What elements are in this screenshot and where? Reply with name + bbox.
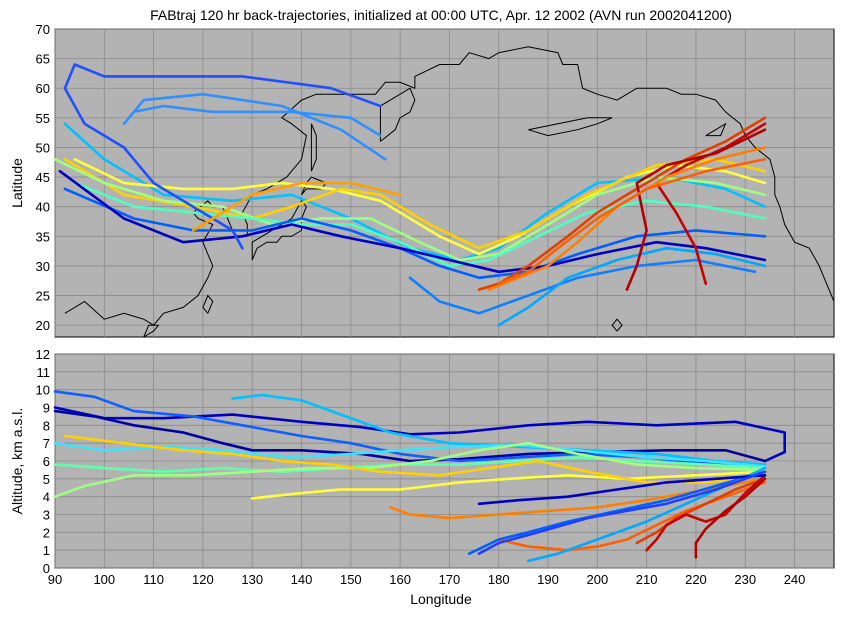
map-trajectory-line [63, 187, 767, 280]
map-trajectory-line [477, 116, 767, 291]
map-trajectory-line [487, 146, 767, 291]
x-tick-label: 170 [439, 572, 461, 587]
x-tick-label: 230 [734, 572, 756, 587]
altitude-trajectory-line [694, 477, 767, 559]
coastline [143, 324, 160, 338]
coastline [705, 122, 727, 137]
map-y-tick-label: 60 [36, 81, 50, 96]
map-trajectory-line [122, 92, 387, 161]
map-trajectory-line [63, 158, 767, 250]
map-y-tick-label: 35 [36, 229, 50, 244]
map-trajectory-line [63, 63, 382, 250]
altitude-y-tick-label: 4 [43, 490, 50, 505]
x-tick-label: 200 [586, 572, 608, 587]
map-panel: 20 25 30 35 40 45 50 55 60 65 70 Latitude [9, 22, 835, 338]
map-y-tick-label: 65 [36, 52, 50, 67]
altitude-trajectory-line [635, 477, 767, 545]
x-tick-label: 210 [636, 572, 658, 587]
x-tick-label: 190 [537, 572, 559, 587]
coastline [251, 199, 307, 261]
x-tick-labels: 90 100 110 120 130 140 150 160 170 180 190 200 210 22… [48, 572, 806, 587]
altitude-y-tick-label: 5 [43, 472, 50, 487]
map-y-axis-label: Latitude [9, 158, 25, 208]
coastline [310, 123, 317, 172]
map-trajectories [53, 63, 767, 327]
map-y-tick-label: 45 [36, 170, 50, 185]
map-y-tick-label: 40 [36, 200, 50, 215]
map-y-tick-label: 50 [36, 140, 50, 155]
map-y-tick-label: 55 [36, 111, 50, 126]
coastline [64, 46, 835, 326]
map-y-tick-label: 70 [36, 22, 50, 37]
x-tick-label: 90 [48, 572, 62, 587]
map-y-tick-label: 25 [36, 289, 50, 304]
map-trajectory-line [58, 169, 767, 274]
altitude-y-tick-label: 11 [37, 365, 51, 380]
map-y-tick-labels: 20 25 30 35 40 45 50 55 60 65 70 [36, 22, 50, 333]
x-tick-label: 220 [685, 572, 707, 587]
altitude-trajectory-line [477, 473, 767, 506]
x-tick-label: 100 [93, 572, 115, 587]
altitude-y-axis-label: Altitude, km a.s.l. [9, 408, 25, 515]
map-y-tick-label: 30 [36, 259, 50, 274]
map-trajectory-line [497, 158, 767, 286]
x-tick-label: 160 [389, 572, 411, 587]
altitude-trajectory-line [63, 434, 767, 484]
x-tick-label: 150 [340, 572, 362, 587]
altitude-y-tick-label: 7 [43, 436, 50, 451]
map-y-tick-label: 20 [36, 318, 50, 333]
altitude-trajectory-line [477, 470, 767, 556]
coastline [202, 294, 214, 314]
chart-title: FABtraj 120 hr back-trajectories, initia… [150, 7, 732, 23]
coastlines [64, 46, 835, 338]
x-tick-label: 240 [784, 572, 806, 587]
x-tick-label: 120 [192, 572, 214, 587]
map-trajectory-line [191, 181, 402, 232]
altitude-y-tick-label: 1 [43, 543, 50, 558]
altitude-y-tick-label: 9 [43, 401, 50, 416]
altitude-trajectory-line [250, 470, 767, 500]
altitude-y-tick-label: 0 [43, 561, 50, 576]
x-tick-label: 130 [241, 572, 263, 587]
altitude-y-tick-label: 3 [43, 508, 50, 523]
map-trajectory-line [497, 246, 767, 327]
altitude-trajectory-line [231, 393, 767, 466]
coastline [611, 318, 623, 332]
altitude-y-tick-label: 10 [36, 383, 50, 398]
map-trajectory-line [625, 128, 767, 291]
altitude-trajectory-line [645, 473, 767, 552]
altitude-y-tick-label: 6 [43, 454, 50, 469]
coastline [528, 117, 613, 137]
map-trajectory-line [408, 258, 757, 315]
altitude-trajectory-line [53, 441, 767, 499]
altitude-y-tick-label: 8 [43, 418, 50, 433]
altitude-y-tick-label: 2 [43, 525, 50, 540]
x-tick-label: 180 [488, 572, 510, 587]
x-tick-label: 140 [291, 572, 313, 587]
map-gridlines [54, 28, 834, 337]
altitude-trajectories [53, 390, 787, 563]
x-axis-label: Longitude [410, 591, 472, 607]
altitude-y-tick-label: 12 [36, 347, 50, 362]
x-tick-label: 110 [143, 572, 164, 587]
coastline [379, 87, 416, 142]
